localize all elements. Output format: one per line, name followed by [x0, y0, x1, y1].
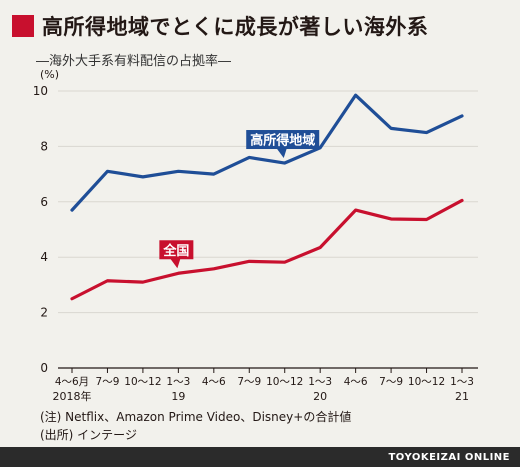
series-label-pointer [170, 258, 181, 269]
series-line [70, 198, 464, 301]
y-tick-label: 6 [40, 195, 48, 209]
publisher-credit: TOYOKEIZAI ONLINE [0, 447, 520, 467]
y-unit-label: (%) [40, 68, 59, 81]
source-note: (出所) インテージ [40, 428, 137, 442]
series-line [70, 93, 464, 212]
y-tick-label: 10 [33, 84, 48, 98]
title-text: 高所得地域でとくに成長が著しい海外系 [42, 15, 429, 39]
x-tick-label: 7～9 [96, 376, 120, 388]
x-tick-label: 4～6 [202, 376, 226, 388]
y-tick-label: 4 [40, 250, 48, 264]
x-year-label: 21 [455, 390, 469, 403]
x-tick-label: 10～12 [266, 376, 303, 388]
y-tick-label: 0 [40, 361, 48, 375]
series-label: 高所得地域 [250, 133, 315, 149]
series-label-pointer [276, 148, 287, 159]
x-tick-label: 1～3 [450, 376, 474, 388]
x-tick-label: 1～3 [308, 376, 332, 388]
title-marker-icon [12, 15, 34, 37]
chart-subtitle: ―海外大手系有料配信の占拠率― [36, 54, 232, 69]
x-year-label: 20 [313, 390, 327, 403]
x-tick-label: 1～3 [166, 376, 190, 388]
x-tick-label: 7～9 [379, 376, 403, 388]
x-tick-label: 4～6 [344, 376, 368, 388]
x-tick-label: 7～9 [237, 376, 261, 388]
x-tick-label: 10～12 [408, 376, 445, 388]
series-label-box [159, 240, 194, 260]
x-tick-label: 4～6月 [55, 376, 89, 388]
series-label: 全国 [162, 243, 189, 259]
chart-title: 高所得地域でとくに成長が著しい海外系 [12, 10, 428, 42]
x-year-label: 19 [171, 390, 185, 403]
y-tick-label: 8 [40, 139, 48, 153]
footnote: (注) Netflix、Amazon Prime Video、Disney+の合… [40, 410, 352, 424]
y-tick-label: 2 [40, 306, 48, 320]
x-year-label: 2018年 [53, 389, 92, 403]
x-tick-label: 10～12 [124, 376, 161, 388]
series-label-box [246, 130, 320, 150]
